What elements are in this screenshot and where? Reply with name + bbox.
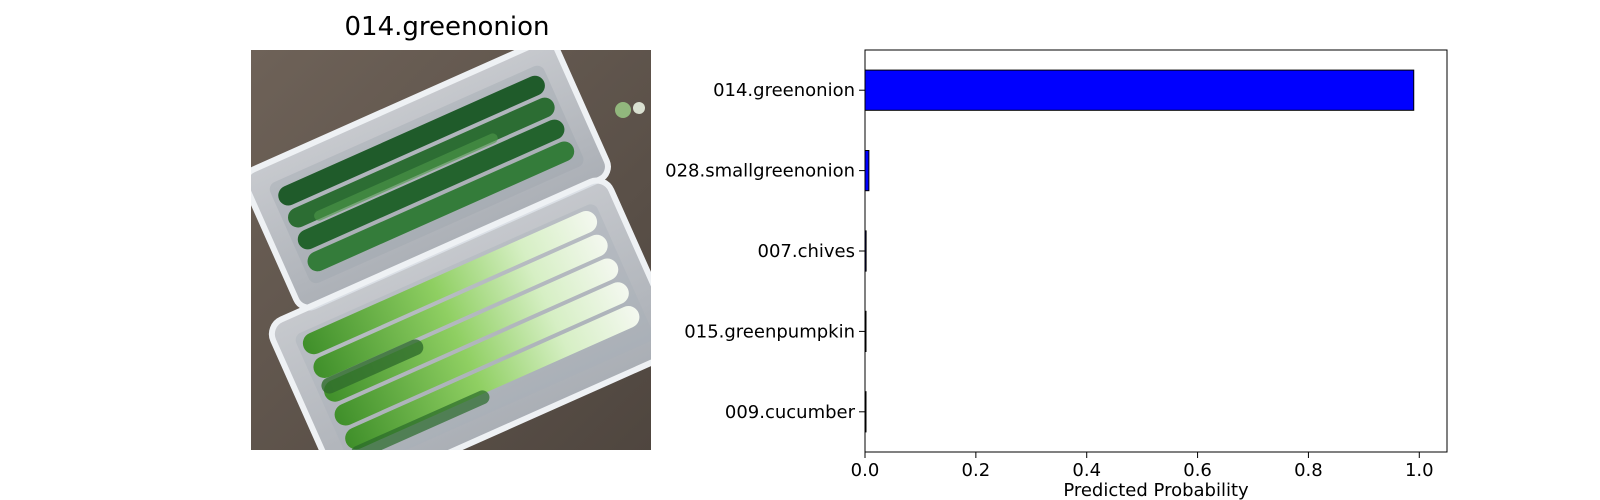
x-tick-label: 0.0 (851, 460, 880, 481)
bar-014.greenonion (864, 69, 1415, 111)
x-tick-label: 1.0 (1405, 460, 1434, 481)
green-onion-photo-illustration (251, 50, 651, 450)
x-tick-label: 0.2 (962, 460, 991, 481)
y-tick-label: 009.cucumber (725, 402, 856, 423)
y-tick-label: 015.greenpumpkin (684, 321, 855, 342)
image-title: 014.greenonion (344, 12, 550, 42)
y-tick-label: 014.greenonion (713, 80, 855, 101)
food-photo (251, 50, 651, 450)
x-tick-label: 0.4 (1072, 460, 1101, 481)
y-tick-label: 007.chives (758, 241, 856, 262)
y-tick-label: 028.smallgreenonion (665, 161, 855, 182)
plot-area: 014.greenonion 028.smallgreenonion 007.chi… (665, 69, 1434, 481)
axes-frame (864, 49, 1448, 453)
bar-028.smallgreenonion (864, 150, 870, 192)
x-tick-label: 0.8 (1294, 460, 1323, 481)
x-axis-label: Predicted Probability (1063, 480, 1249, 500)
x-tick-label: 0.6 (1183, 460, 1212, 481)
